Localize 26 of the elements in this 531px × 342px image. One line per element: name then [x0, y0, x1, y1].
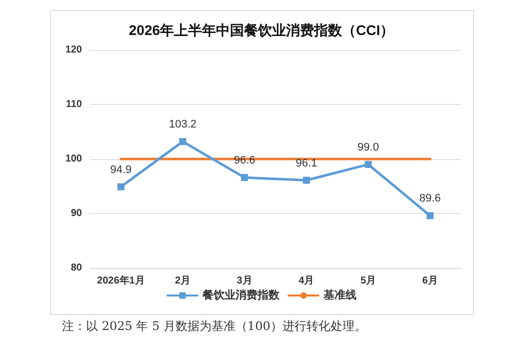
data-label: 99.0: [358, 141, 379, 154]
point: [241, 174, 248, 182]
legend-label: 基准线: [322, 288, 356, 302]
y-tick-label: 90: [70, 208, 82, 219]
point: [117, 183, 124, 190]
x-tick-label: 5月: [360, 276, 376, 286]
x-tick-label: 6月: [422, 276, 438, 286]
data-label: 94.9: [110, 164, 132, 176]
x-tick-label: 2026年1月: [97, 274, 145, 286]
data-label: 96.1: [296, 157, 318, 170]
y-tick-label: 120: [65, 44, 82, 56]
y-tick-label: 110: [66, 99, 82, 110]
data-label: 89.6: [419, 192, 441, 205]
y-tick-label: 100: [65, 154, 82, 164]
point: [364, 160, 372, 168]
legend-label: 餐饮业消费指数: [202, 288, 280, 302]
y-tick-label: 80: [70, 262, 82, 274]
x-tick-label: 3月: [236, 276, 252, 286]
chart-title: 2026年上半年中国餐饮业消费指数（CCI）: [128, 22, 394, 38]
text: 注：以 2025 年 5 月数据为基准（100）进行转化处理。: [62, 318, 366, 335]
point: [426, 212, 434, 220]
x-tick-label: 2月: [174, 276, 191, 286]
data-label: 103.2: [168, 118, 197, 131]
point: [302, 176, 310, 184]
point: [179, 138, 186, 146]
x-tick-label: 4月: [298, 276, 314, 286]
